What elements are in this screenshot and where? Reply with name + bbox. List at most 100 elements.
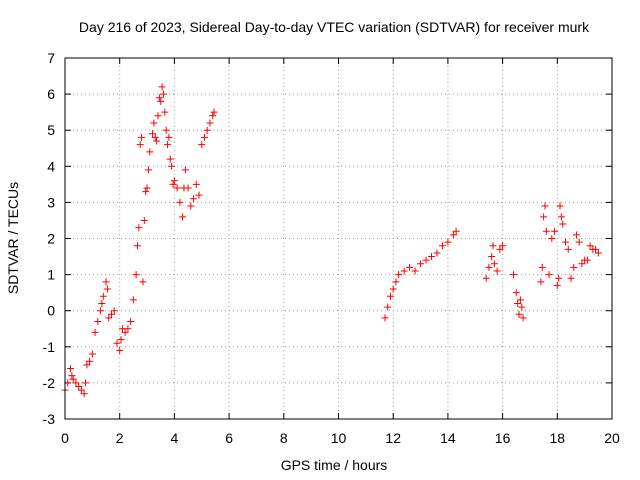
- data-point: [209, 112, 217, 120]
- data-point: [132, 271, 140, 279]
- data-point: [556, 202, 564, 210]
- data-point: [161, 108, 169, 116]
- data-point: [210, 108, 218, 116]
- data-point: [117, 336, 125, 344]
- data-point: [83, 361, 91, 369]
- data-point: [155, 94, 163, 102]
- data-point: [567, 274, 575, 282]
- data-point: [438, 242, 446, 250]
- data-point: [422, 256, 430, 264]
- data-point: [540, 213, 548, 221]
- data-point: [80, 390, 88, 398]
- data-point: [586, 242, 594, 250]
- x-tick-label: 12: [385, 430, 401, 446]
- data-point: [158, 83, 166, 91]
- y-tick-label: 1: [47, 267, 55, 283]
- data-point: [427, 253, 435, 261]
- data-point: [564, 245, 572, 253]
- data-point: [557, 213, 565, 221]
- x-tick-label: 18: [550, 430, 566, 446]
- data-point: [482, 274, 490, 282]
- plot-frame: [64, 57, 613, 420]
- data-point: [551, 227, 559, 235]
- data-point: [154, 112, 162, 120]
- data-point: [69, 375, 77, 383]
- data-point: [518, 303, 526, 311]
- data-point: [433, 249, 441, 257]
- data-point: [121, 328, 129, 336]
- data-point: [496, 245, 504, 253]
- data-point: [166, 155, 174, 163]
- data-point: [162, 126, 170, 134]
- data-point: [86, 357, 94, 365]
- data-point: [594, 249, 602, 257]
- data-point: [66, 364, 74, 372]
- data-point: [133, 242, 141, 250]
- data-point: [381, 314, 389, 322]
- data-point: [98, 299, 106, 307]
- data-point: [77, 386, 85, 394]
- data-point: [170, 177, 178, 185]
- data-point: [548, 235, 556, 242]
- data-point: [184, 184, 192, 192]
- data-point: [165, 133, 173, 141]
- y-tick-label: 3: [47, 194, 55, 210]
- data-point: [490, 260, 498, 268]
- data-point: [151, 133, 159, 141]
- data-point: [592, 245, 600, 253]
- data-point: [142, 188, 150, 196]
- data-point: [206, 119, 214, 127]
- x-tick-labels: 0 2 4 6 8 10 12 14 16 18 20: [61, 430, 620, 446]
- data-point: [88, 350, 96, 358]
- y-tick-label: 0: [47, 303, 55, 319]
- data-point: [452, 227, 460, 235]
- data-point: [489, 242, 497, 250]
- series-sdtvar: [61, 83, 602, 398]
- data-point: [562, 238, 570, 246]
- data-point: [187, 202, 195, 210]
- data-point: [169, 180, 177, 188]
- grid: [65, 58, 612, 419]
- data-point: [149, 130, 157, 138]
- data-point: [386, 292, 394, 300]
- y-tick-label: 7: [47, 50, 55, 66]
- data-point: [542, 227, 550, 235]
- data-point: [488, 253, 496, 261]
- data-series: [61, 83, 602, 398]
- data-point: [519, 314, 527, 322]
- data-point: [538, 263, 546, 271]
- y-axis-label: SDTVAR / TECUs: [5, 182, 21, 294]
- data-point: [578, 260, 586, 268]
- data-point: [384, 303, 392, 311]
- data-point: [516, 296, 524, 304]
- data-point: [113, 339, 121, 347]
- data-point: [200, 133, 208, 141]
- x-tick-label: 0: [61, 430, 69, 446]
- data-point: [94, 318, 102, 326]
- data-point: [116, 346, 124, 354]
- data-point: [198, 141, 206, 149]
- data-point: [68, 372, 76, 380]
- y-tick-label: 2: [47, 231, 55, 247]
- data-point: [135, 224, 143, 232]
- data-point: [411, 267, 419, 275]
- data-point: [179, 213, 187, 221]
- data-point: [82, 379, 90, 387]
- data-point: [110, 307, 118, 315]
- data-point: [485, 263, 493, 271]
- x-tick-label: 8: [280, 430, 288, 446]
- data-point: [449, 231, 457, 239]
- data-point: [559, 220, 567, 228]
- data-point: [168, 162, 176, 170]
- x-tick-label: 14: [440, 430, 456, 446]
- data-point: [190, 195, 198, 203]
- data-point: [103, 285, 111, 293]
- y-tick-labels: -3 -2 -1 0 1 2 3 4 5 6 7: [43, 50, 56, 427]
- data-point: [389, 285, 397, 293]
- data-point: [203, 126, 211, 134]
- data-point: [181, 166, 189, 174]
- data-point: [164, 141, 172, 149]
- data-point: [512, 289, 520, 297]
- data-point: [97, 307, 105, 315]
- data-point: [395, 271, 403, 279]
